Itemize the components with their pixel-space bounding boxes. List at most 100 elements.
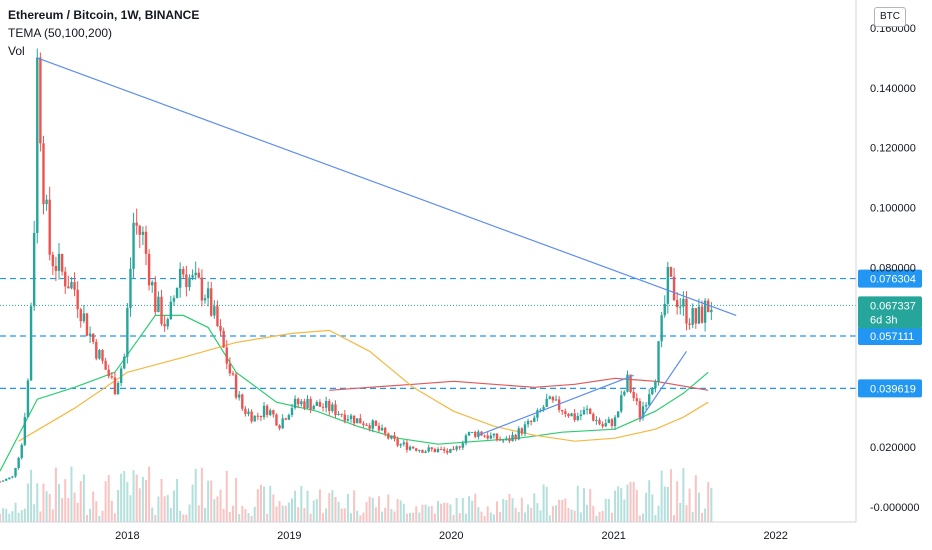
candle-body bbox=[433, 449, 437, 453]
currency-button[interactable]: BTC bbox=[874, 7, 906, 27]
volume-bar bbox=[635, 490, 638, 522]
volume-bar bbox=[402, 503, 405, 522]
candle-body bbox=[486, 435, 489, 439]
tema-indicator-label[interactable]: TEMA (50,100,200) bbox=[8, 26, 113, 40]
volume-bar bbox=[641, 513, 644, 522]
volume-bar bbox=[368, 496, 371, 522]
volume-bar bbox=[433, 513, 436, 522]
candle-body bbox=[641, 406, 645, 418]
candle-body bbox=[436, 449, 440, 453]
volume-bar bbox=[219, 489, 222, 522]
volume-bar bbox=[384, 507, 387, 522]
volume-bar bbox=[231, 505, 234, 522]
candle-body bbox=[70, 282, 73, 289]
volume-bar bbox=[514, 507, 517, 522]
volume-bar bbox=[651, 494, 654, 522]
volume-bar bbox=[632, 481, 635, 522]
volume-bar bbox=[666, 486, 669, 522]
volume-bar bbox=[85, 514, 88, 522]
x-tick-label: 2018 bbox=[115, 530, 139, 542]
volume-bar bbox=[287, 502, 290, 522]
candle-body bbox=[135, 222, 138, 226]
volume-bar bbox=[117, 489, 120, 522]
candle-body bbox=[601, 424, 604, 427]
candle-body bbox=[508, 438, 511, 442]
volume-bar bbox=[48, 494, 51, 522]
candle-body bbox=[247, 411, 250, 414]
candle-body bbox=[48, 199, 51, 255]
candle-body bbox=[520, 428, 524, 434]
volume-bar bbox=[595, 515, 598, 522]
volume-bar bbox=[61, 498, 64, 522]
volume-bar bbox=[673, 515, 676, 522]
candle-body bbox=[464, 435, 468, 444]
candle-body bbox=[439, 449, 443, 451]
candlesticks bbox=[0, 48, 713, 483]
candle-body bbox=[32, 232, 36, 307]
candle-body bbox=[620, 395, 623, 412]
countdown-label: 6d 3h bbox=[870, 314, 898, 326]
candle-body bbox=[691, 308, 694, 325]
volume-bar bbox=[520, 497, 523, 522]
candle-body bbox=[328, 400, 331, 411]
volume-bar bbox=[281, 505, 284, 522]
price-level-label: 0.076304 bbox=[870, 274, 916, 286]
volume-bar bbox=[691, 511, 694, 522]
symbol-title[interactable]: Ethereum / Bitcoin, 1W, BINANCE bbox=[8, 8, 200, 22]
candle-body bbox=[57, 253, 61, 271]
candle-body bbox=[356, 418, 359, 424]
volume-bar bbox=[536, 503, 539, 522]
volume-bar bbox=[250, 515, 253, 522]
candle-body bbox=[231, 373, 235, 375]
last-price-tag bbox=[858, 296, 922, 329]
volume-bar bbox=[567, 507, 570, 522]
volume-bar bbox=[362, 512, 365, 522]
tema-line bbox=[329, 377, 709, 391]
candle-body bbox=[467, 432, 471, 436]
volume-bar bbox=[207, 480, 210, 522]
last-price-label: 0.067337 bbox=[870, 300, 916, 312]
volume-bar bbox=[306, 490, 309, 522]
volume-bar bbox=[120, 473, 123, 522]
trendlines bbox=[37, 57, 737, 436]
trendline bbox=[37, 57, 737, 316]
volume-bar bbox=[76, 502, 79, 522]
volume-bar bbox=[5, 508, 8, 522]
volume-bar bbox=[259, 484, 262, 522]
volume-bar bbox=[415, 506, 418, 522]
candle-body bbox=[98, 349, 101, 359]
volume-bar bbox=[579, 512, 582, 522]
candle-body bbox=[399, 444, 402, 446]
volume-bar bbox=[471, 500, 474, 522]
candle-body bbox=[222, 330, 225, 348]
volume-bar bbox=[679, 502, 682, 522]
candle-body bbox=[411, 446, 415, 449]
volume-bar bbox=[222, 508, 225, 522]
volume-bar bbox=[660, 470, 663, 522]
volume-bar bbox=[290, 498, 293, 522]
candle-body bbox=[197, 272, 201, 278]
candle-body bbox=[324, 400, 328, 408]
volume-bar bbox=[446, 503, 449, 522]
volume-bar bbox=[424, 504, 427, 522]
volume-bar bbox=[409, 512, 412, 522]
volume-bar bbox=[508, 493, 511, 522]
volume-bar bbox=[586, 504, 589, 522]
volume-bar bbox=[353, 490, 356, 522]
volume-bar bbox=[496, 501, 499, 522]
volume-bar bbox=[266, 513, 269, 522]
volume-bar bbox=[135, 474, 138, 522]
volume-bar bbox=[228, 512, 231, 522]
volume-indicator-label[interactable]: Vol bbox=[8, 44, 25, 58]
volume-bar bbox=[210, 480, 213, 522]
candle-body bbox=[517, 428, 520, 440]
candle-body bbox=[529, 420, 533, 422]
x-tick-label: 2019 bbox=[277, 530, 301, 542]
volume-bar bbox=[166, 495, 169, 522]
candle-body bbox=[178, 268, 182, 288]
candle-body bbox=[421, 449, 424, 453]
volume-bar bbox=[39, 511, 42, 522]
volume-bar bbox=[570, 509, 573, 522]
volume-bar bbox=[350, 513, 353, 522]
